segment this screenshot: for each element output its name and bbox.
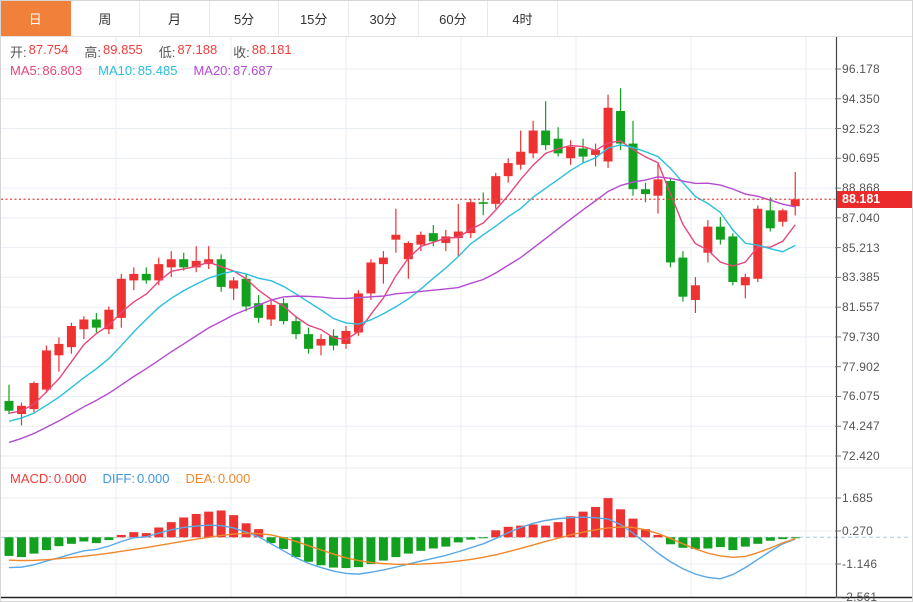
y-axis-label: 74.247 — [842, 419, 880, 434]
diff-label: DIFF: — [102, 471, 135, 486]
y-axis-label: 1.685 — [842, 491, 874, 505]
diff-value: 0.000 — [136, 471, 170, 486]
tab-month[interactable]: 月 — [140, 1, 210, 36]
low-value: 87.188 — [177, 42, 218, 57]
y-axis-label: 87.040 — [842, 210, 880, 225]
y-axis-label: 77.902 — [842, 359, 880, 374]
dea-label: DEA: — [185, 471, 216, 486]
tab-60min[interactable]: 60分 — [418, 1, 489, 36]
open-value: 87.754 — [28, 42, 69, 57]
current-price-tag: 88.181 — [837, 191, 912, 209]
open-label: 开: — [10, 45, 27, 60]
y-axis-label: -2.561 — [842, 589, 878, 602]
ma10-value: 85.485 — [137, 63, 178, 78]
y-axis-label: 79.730 — [842, 329, 880, 344]
dea-line — [8, 526, 796, 566]
high-value: 89.855 — [103, 42, 143, 57]
y-axis-label: 90.695 — [842, 151, 880, 166]
ma5-label: MA5: — [10, 63, 41, 78]
y-axis-label: 76.075 — [842, 389, 880, 404]
grid-lines — [1, 36, 912, 597]
candlestick-series — [4, 88, 800, 426]
close-value: 88.181 — [251, 42, 292, 57]
tab-day[interactable]: 日 — [1, 1, 71, 36]
ma10-line — [8, 144, 796, 422]
low-label: 低: — [158, 45, 176, 60]
ma5-value: 86.803 — [42, 63, 83, 78]
ma20-line — [8, 176, 796, 444]
ma20-label: MA20: — [193, 63, 232, 78]
macd-label: MACD: — [10, 471, 52, 486]
y-axis-label: 94.350 — [842, 91, 880, 106]
y-axis-label: 96.178 — [842, 62, 880, 76]
tab-5min[interactable]: 5分 — [209, 1, 280, 36]
y-axis-label: 85.213 — [842, 240, 880, 255]
y-axis-label: 72.420 — [842, 449, 880, 463]
diff-line — [8, 516, 796, 580]
macd-value: 0.000 — [53, 471, 87, 486]
dea-value: 0.000 — [217, 471, 251, 486]
tab-15min[interactable]: 15分 — [279, 1, 349, 36]
tab-week[interactable]: 周 — [70, 1, 141, 36]
close-label: 收: — [233, 45, 250, 60]
macd-legend: MACD: 0.000 DIFF: 0.000 DEA: 0.000 — [10, 471, 250, 486]
ohlc-legend: 开: 87.754 高: 89.855 低: 87.188 收: 88.181 — [10, 42, 292, 61]
ma10-label: MA10: — [98, 63, 136, 78]
ma-legend: MA5: 86.803 MA10: 85.485 MA20: 87.687 — [10, 63, 273, 78]
y-axis-label: 92.523 — [842, 121, 880, 136]
axis-ticks — [835, 68, 841, 598]
high-label: 高: — [84, 45, 102, 60]
tab-4hour[interactable]: 4时 — [488, 1, 558, 36]
y-axis-label: 81.557 — [842, 300, 880, 315]
period-tabbar: 日 周 月 5分 15分 30分 60分 4时 — [1, 1, 912, 37]
ma20-value: 87.687 — [233, 63, 273, 78]
y-axis-label: 0.270 — [842, 523, 874, 538]
y-axis-label: -1.146 — [842, 557, 878, 571]
tab-30min[interactable]: 30分 — [348, 1, 419, 36]
y-axis-label: 83.385 — [842, 270, 880, 285]
macd-histogram — [4, 498, 800, 569]
